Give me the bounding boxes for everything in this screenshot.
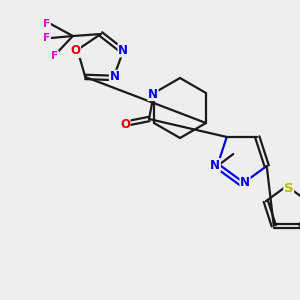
Text: N: N bbox=[210, 158, 220, 172]
Text: F: F bbox=[43, 19, 50, 29]
Text: N: N bbox=[110, 70, 119, 83]
Text: O: O bbox=[120, 118, 130, 130]
Text: F: F bbox=[43, 33, 50, 43]
Text: N: N bbox=[240, 176, 250, 188]
Text: O: O bbox=[70, 44, 80, 57]
Text: S: S bbox=[284, 182, 293, 194]
Text: N: N bbox=[118, 44, 128, 57]
Text: F: F bbox=[51, 51, 58, 61]
Text: N: N bbox=[148, 88, 158, 100]
